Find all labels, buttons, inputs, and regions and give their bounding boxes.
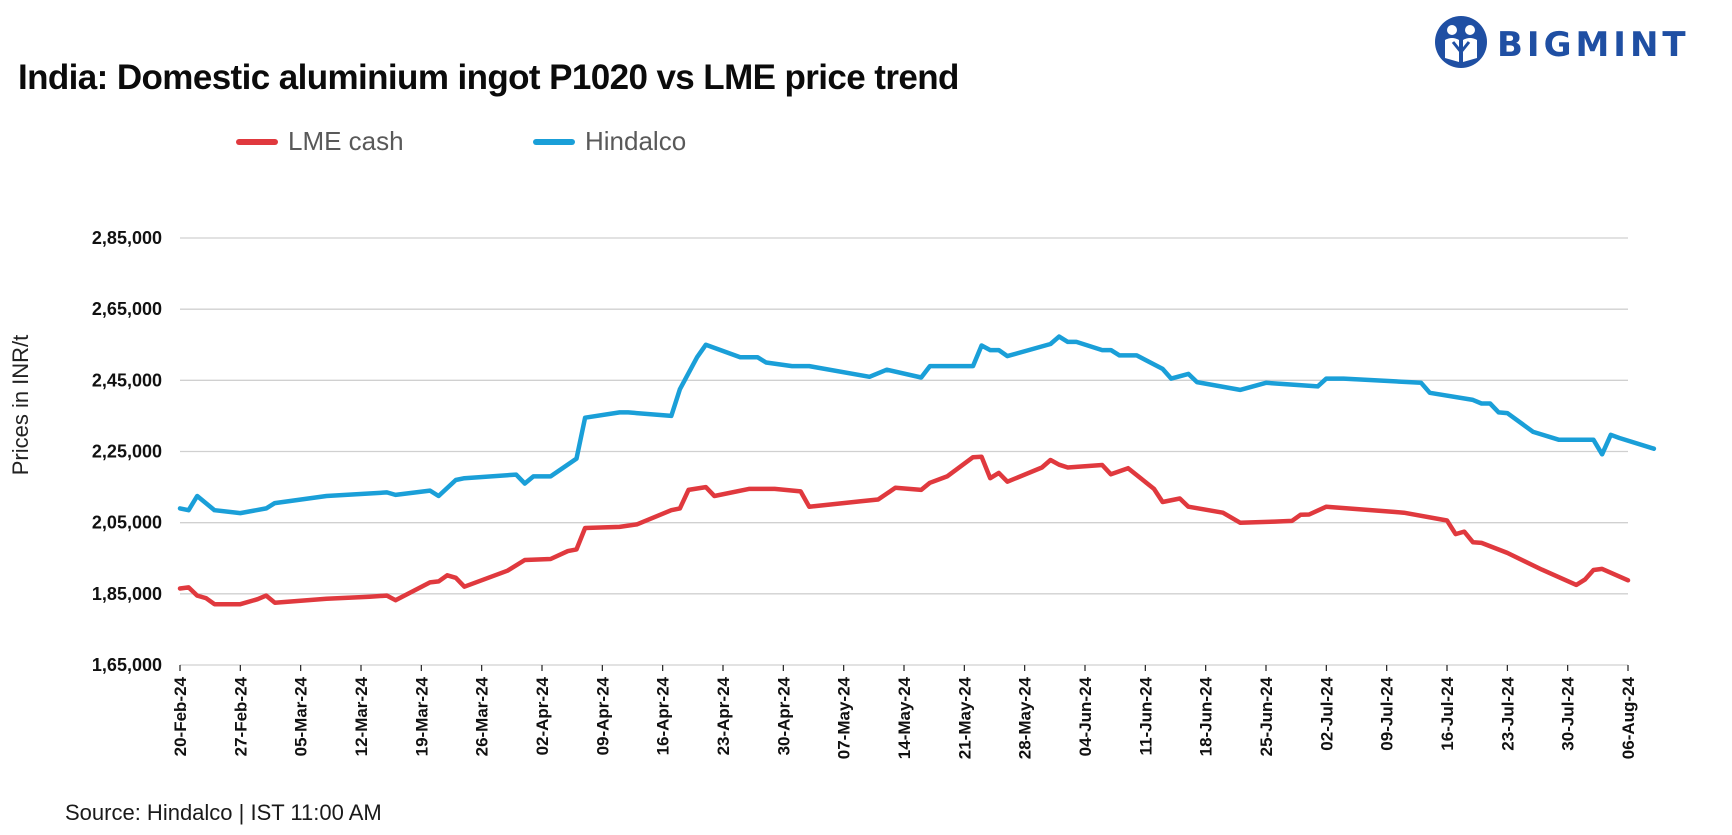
brand-name: BIGMINT [1497, 25, 1690, 65]
x-axis-ticks: 20-Feb-24 27-Feb-24 05-Mar-24 12-Mar-24 19-M… [171, 665, 1638, 759]
x-tick-label: 02-Jul-24 [1317, 676, 1336, 750]
x-tick-label: 11-Jun-24 [1136, 676, 1155, 755]
series-lines [177, 334, 1657, 607]
legend-swatch-lme [236, 138, 278, 145]
y-tick-label: 2,65,000 [92, 299, 162, 319]
x-tick-label: 20-Feb-24 [171, 676, 190, 756]
legend-item-lme[interactable]: LME cash [236, 126, 404, 157]
bigmint-logo-mark-icon [1435, 16, 1487, 68]
y-axis-ticks: 1,65,000 1,85,000 2,05,000 2,25,000 2,45,000… [92, 228, 162, 675]
x-tick-label: 07-May-24 [835, 676, 854, 759]
legend-label-hindalco: Hindalco [585, 126, 687, 156]
x-tick-label: 28-May-24 [1016, 676, 1035, 759]
y-tick-label: 2,25,000 [92, 442, 162, 462]
x-tick-label: 16-Jul-24 [1438, 676, 1457, 750]
y-tick-label: 2,45,000 [92, 370, 162, 390]
x-tick-label: 27-Feb-24 [231, 676, 250, 756]
x-tick-label: 05-Mar-24 [292, 676, 311, 756]
x-tick-label: 06-Aug-24 [1619, 676, 1638, 759]
x-tick-label: 23-Jul-24 [1498, 676, 1517, 750]
bigmint-logo: BIGMINT [1433, 14, 1723, 74]
x-tick-label: 04-Jun-24 [1076, 676, 1095, 756]
y-tick-label: 1,65,000 [92, 655, 162, 675]
source-note: Source: Hindalco | IST 11:00 AM [65, 800, 382, 825]
legend-item-hindalco[interactable]: Hindalco [533, 126, 686, 157]
y-axis-label: Prices in INR/t [8, 335, 33, 476]
x-tick-label: 18-Jun-24 [1197, 676, 1216, 756]
x-tick-label: 30-Jul-24 [1559, 676, 1578, 750]
series-line-lme [177, 454, 1631, 607]
x-tick-label: 26-Mar-24 [473, 676, 492, 756]
x-tick-label: 09-Jul-24 [1378, 676, 1397, 750]
y-tick-label: 1,85,000 [92, 584, 162, 604]
x-tick-label: 30-Apr-24 [774, 676, 793, 755]
series-line-hindalco [177, 334, 1657, 516]
chart-title: India: Domestic aluminium ingot P1020 vs… [18, 58, 959, 97]
x-tick-label: 02-Apr-24 [533, 676, 552, 755]
legend-swatch-hindalco [533, 138, 575, 145]
x-tick-label: 16-Apr-24 [654, 676, 673, 755]
x-tick-label: 21-May-24 [955, 676, 974, 759]
legend-label-lme: LME cash [288, 126, 404, 156]
x-tick-label: 12-Mar-24 [352, 676, 371, 756]
x-tick-label: 14-May-24 [895, 676, 914, 759]
y-tick-label: 2,85,000 [92, 228, 162, 248]
y-tick-label: 2,05,000 [92, 513, 162, 533]
x-tick-label: 25-Jun-24 [1257, 676, 1276, 756]
x-tick-label: 19-Mar-24 [412, 676, 431, 756]
x-tick-label: 23-Apr-24 [714, 676, 733, 755]
x-tick-label: 09-Apr-24 [593, 676, 612, 755]
